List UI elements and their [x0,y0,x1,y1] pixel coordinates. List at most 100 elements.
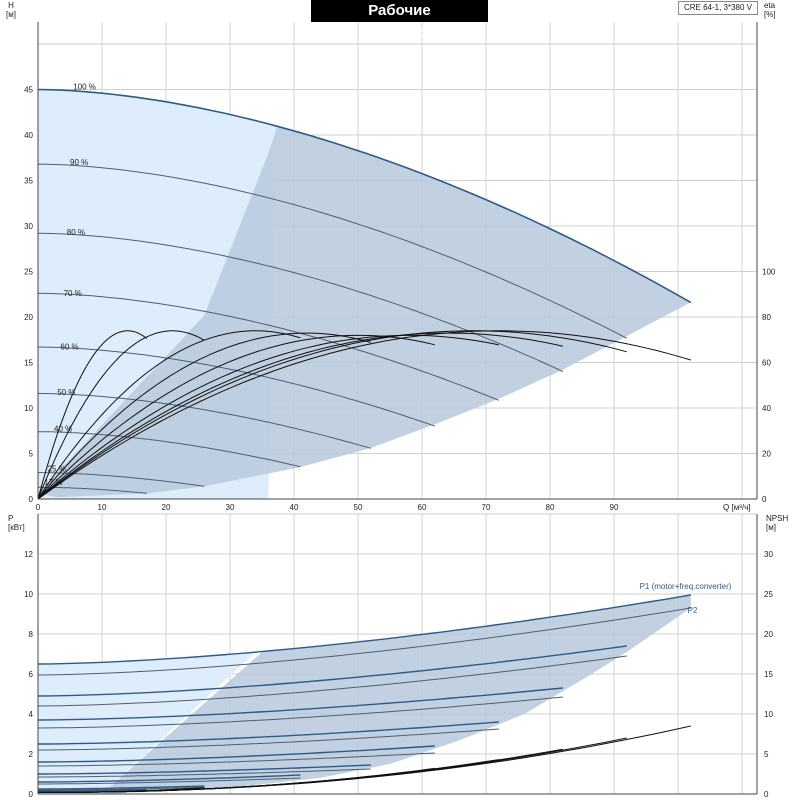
npsh-tick-label: 0 [764,790,769,799]
power-axis-title: P [8,514,14,523]
speed-label: 80 % [67,228,85,237]
pump-model-label: CRE 64-1, 3*380 V [678,1,758,15]
p2-power-curve [38,752,435,767]
head-tick-label: 35 [24,177,33,186]
eta-tick-label: 20 [762,450,771,459]
head-curve [38,486,147,494]
npsh-axis-label: NPSH [м] [766,514,788,532]
efficiency-curve [37,330,627,500]
flow-tick-label: 0 [36,503,41,512]
npsh-tick-label: 25 [764,590,773,599]
efficiency-curves [37,330,691,500]
p1-power-curve [38,764,371,775]
head-tick-label: 15 [24,359,33,368]
head-curve [37,292,499,401]
npsh-tick-label: 5 [764,750,769,759]
flow-tick-label: 70 [482,503,491,512]
eta-tick-label: 80 [762,313,771,322]
npsh-curve [38,787,205,793]
p1-power-curve [38,785,205,790]
eta-tick-label: 60 [762,359,771,368]
power-axis-unit: [кВт] [8,523,25,532]
flow-tick-label: 90 [610,503,619,512]
eta-tick-label: 0 [762,495,767,504]
power-tick-label: 4 [29,710,34,719]
power-axis-label: P [кВт] [8,514,25,532]
npsh-axis-unit: [м] [766,523,776,532]
flow-tick-label: 80 [546,503,555,512]
reduced-speed-region-power [38,652,256,794]
head-axis-title: H [8,1,14,10]
p1-power-curve [37,645,627,697]
speed-label: 70 % [64,289,82,298]
npsh-tick-label: 10 [764,710,773,719]
flow-axis-title: Q [723,503,730,512]
speed-label: 100 % [73,82,96,91]
efficiency-curve [37,330,205,500]
head-chart-axes: 0 5 10 15 20 25 30 35 40 45 0 20 40 60 80 100 0 10 20 30 40 5… [24,22,776,512]
speed-label: 25 % [48,465,66,474]
flow-tick-label: 60 [418,503,427,512]
power-curves: P1 (motor+freq.converter) P2 [37,582,732,793]
speed-label: 17 % [44,478,62,487]
p1-legend-label: P1 (motor+freq.converter) [640,582,732,591]
eta-axis-unit: [%] [764,10,776,19]
power-tick-label: 2 [29,750,34,759]
head-curve [37,163,628,339]
flow-tick-label: 20 [162,503,171,512]
head-curve [37,88,692,304]
head-curve [37,392,371,449]
p1-power-curve [37,687,563,721]
p1-power-curve [38,745,435,763]
flow-tick-label: 10 [98,503,107,512]
efficiency-curve [37,330,691,500]
head-tick-label: 30 [24,222,33,231]
flow-axis-unit: [м³/ч] [731,503,751,512]
chart-title: Рабочие характеристики [311,0,488,41]
head-tick-label: 45 [24,86,33,95]
power-tick-label: 6 [29,670,34,679]
eta-tick-label: 100 [762,268,776,277]
p2-power-curve [37,696,563,729]
efficiency-curve [37,332,371,500]
flow-axis-label: Q [м³/ч] [723,503,750,512]
flow-tick-label: 30 [226,503,235,512]
npsh-curves [38,725,691,793]
head-tick-label: 5 [29,450,34,459]
power-tick-label: 0 [29,790,34,799]
npsh-tick-label: 15 [764,670,773,679]
npsh-tick-label: 20 [764,630,773,639]
head-tick-label: 10 [24,404,33,413]
p1-power-curve [38,721,499,745]
speed-label: 40 % [54,424,72,433]
speed-label: 60 % [60,343,78,352]
p2-power-curve [38,777,301,785]
head-curve [38,431,301,468]
eta-tick-label: 40 [762,404,771,413]
flow-tick-label: 40 [290,503,299,512]
speed-label: 90 % [70,158,88,167]
p2-power-curve [37,655,627,707]
eta-axis-title: eta [764,1,776,10]
p2-power-curve [38,768,371,778]
npsh-axis-title: NPSH [766,514,789,523]
power-tick-label: 12 [24,550,33,559]
speed-label: 50 % [57,388,75,397]
head-axis-label: H [м] [4,1,18,19]
power-tick-label: 8 [29,630,34,639]
power-tick-label: 10 [24,590,33,599]
head-tick-label: 0 [29,495,34,504]
efficiency-curve [37,334,499,500]
eta-axis-label: eta [%] [764,1,776,19]
head-axis-unit: [м] [6,10,16,19]
p2-power-curve [38,728,499,751]
flow-tick-label: 50 [354,503,363,512]
p1-power-curve [37,594,691,665]
head-tick-label: 25 [24,268,33,277]
npsh-tick-label: 30 [764,550,773,559]
head-tick-label: 40 [24,131,33,140]
head-curve [38,472,205,487]
p1-power-curve [38,788,147,792]
head-tick-label: 20 [24,313,33,322]
